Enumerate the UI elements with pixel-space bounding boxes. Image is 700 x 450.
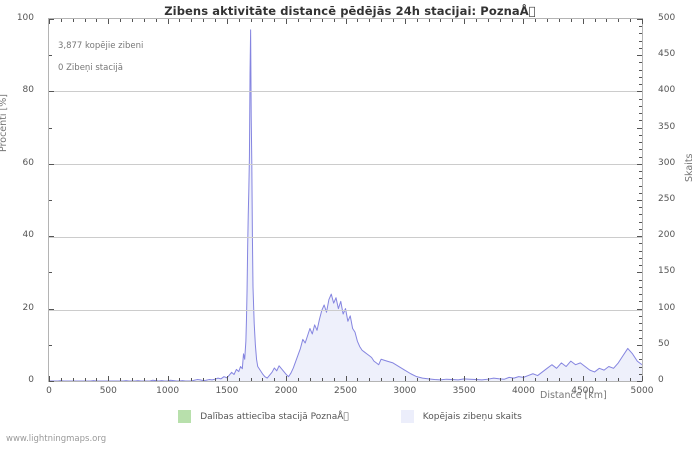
x-tick-3000: 3000: [393, 386, 417, 396]
y-axis-right-ticks: 500 450 400 350 300 250 200 150 100 50 0: [650, 13, 690, 385]
y-left-tick-60: 60: [22, 157, 34, 168]
y-right-tick-300: 300: [658, 157, 676, 168]
gridline-20: [49, 310, 642, 311]
annotation-station-strokes: 0 Zibeņi stacijā: [58, 63, 123, 73]
legend-item-count[interactable]: Kopējais zibeņu skaits: [400, 410, 522, 423]
x-tick-2000: 2000: [274, 386, 298, 396]
y-left-tick-40: 40: [22, 230, 34, 241]
y-right-tick-400: 400: [658, 85, 676, 96]
y-left-tick-0: 0: [28, 375, 34, 385]
x-tick-1500: 1500: [215, 386, 239, 396]
y-right-tick-150: 150: [658, 266, 676, 277]
x-tick-4500: 4500: [571, 386, 595, 396]
x-tick-1000: 1000: [156, 386, 180, 396]
x-axis-ticks: 0 500 1000 1500 2000 2500 3000 3500 4000 4500 5000: [46, 384, 653, 398]
gridline-80: [49, 91, 642, 92]
x-tick-0: 0: [46, 386, 52, 396]
page-title: Zibens aktivitāte distancē pēdējās 24h s…: [164, 4, 536, 18]
x-tick-3500: 3500: [452, 386, 476, 396]
plot-area: [48, 18, 643, 382]
y-right-tick-0: 0: [658, 375, 664, 385]
ratio-swatch-icon: [178, 410, 192, 423]
x-tick-4000: 4000: [511, 386, 535, 396]
y-right-tick-250: 250: [658, 194, 676, 204]
y-right-tick-500: 500: [658, 13, 676, 23]
gridline-40: [49, 237, 642, 238]
chart-legend: Dalības attiecība stacijā PoznaÅ  Kopēja…: [0, 410, 700, 423]
legend-label-count: Kopējais zibeņu skaits: [422, 411, 522, 422]
footer-url: www.lightningmaps.org: [6, 434, 107, 444]
x-tick-2500: 2500: [334, 386, 357, 396]
y-right-tick-100: 100: [658, 302, 676, 313]
y-left-tick-100: 100: [16, 13, 34, 23]
y-right-tick-350: 350: [658, 121, 676, 132]
x-tick-500: 500: [99, 386, 117, 396]
x-axis-label: Distance [km]: [540, 390, 607, 401]
y-axis-left-ticks: 100 80 60 40 20 0: [0, 13, 44, 385]
y-right-tick-200: 200: [658, 230, 676, 241]
y-left-tick-20: 20: [22, 302, 34, 313]
x-tick-5000: 5000: [630, 386, 654, 396]
gridline-60: [49, 164, 642, 165]
legend-item-ratio[interactable]: Dalības attiecība stacijā PoznaÅ : [178, 410, 349, 423]
annotation-total-strokes: 3,877 kopējie zibeni: [58, 41, 144, 51]
count-swatch-icon: [400, 410, 414, 423]
y-right-tick-450: 450: [658, 49, 676, 60]
y-left-tick-80: 80: [22, 85, 34, 96]
series-line: [49, 29, 642, 381]
legend-label-ratio: Dalības attiecība stacijā PoznaÅ : [200, 411, 349, 422]
y-right-tick-50: 50: [658, 338, 670, 349]
annotation-block: 3,877 kopējie zibeni 0 Zibeņi stacijā: [58, 30, 143, 85]
